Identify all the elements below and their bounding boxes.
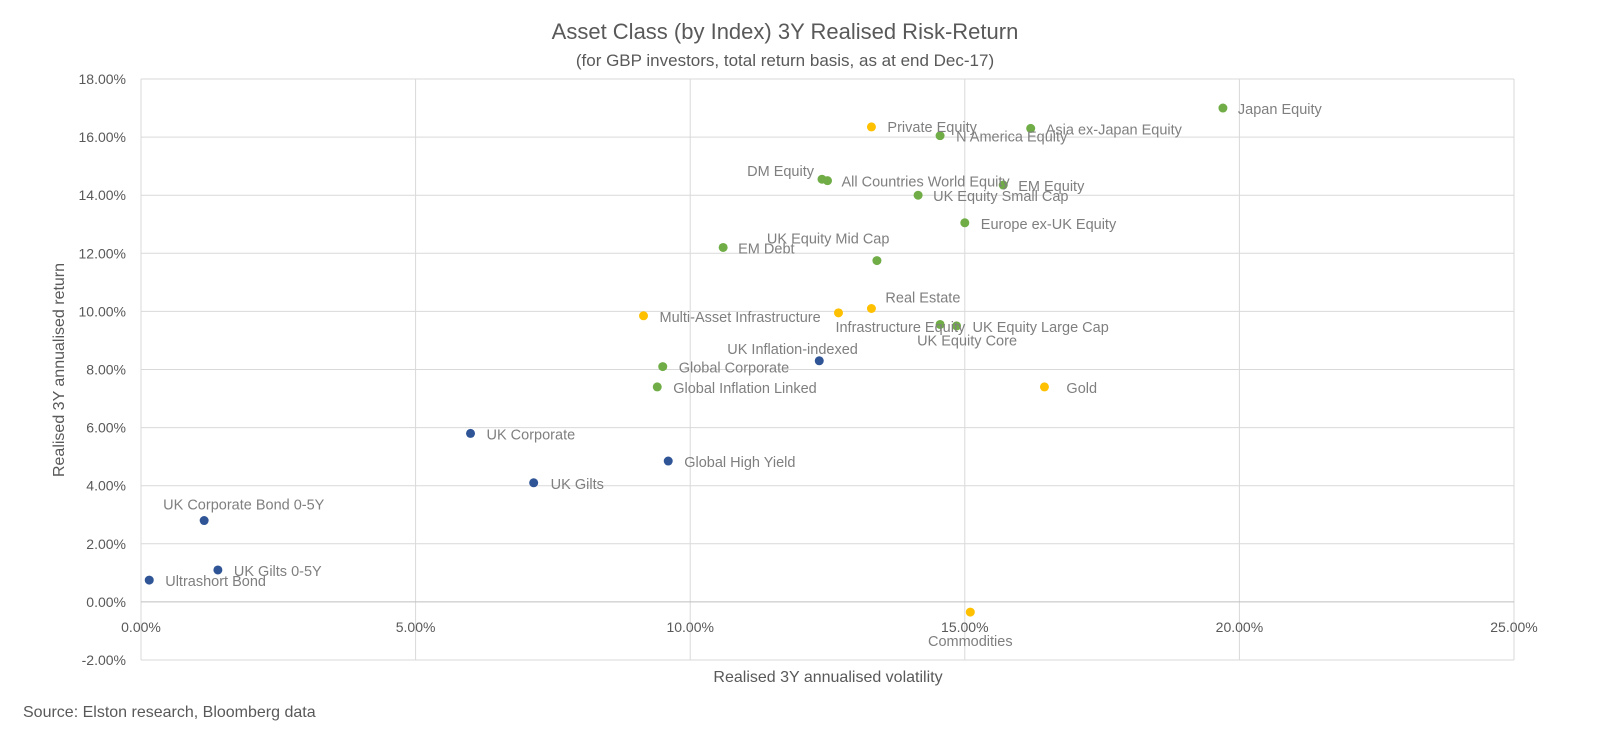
data-point [935, 131, 945, 141]
point-label: Real Estate [885, 290, 960, 306]
point-label: Global Corporate [679, 361, 789, 377]
point-label: UK Corporate Bond 0-5Y [163, 498, 325, 514]
tick-labels: 0.00% 5.00% 10.00% 15.00% 20.00% 25.00% -2.00%… [79, 71, 1538, 668]
y-tick-label: 0.00% [86, 594, 126, 610]
data-point [952, 321, 962, 331]
data-point [833, 308, 843, 318]
point-label: EM Equity [1018, 179, 1085, 195]
data-point [1039, 382, 1049, 392]
y-tick-label: 14.00% [79, 187, 126, 203]
data-point [144, 575, 154, 585]
x-tick-label: 20.00% [1216, 619, 1263, 635]
x-tick-label: 5.00% [396, 619, 436, 635]
y-tick-label: 6.00% [86, 420, 126, 436]
data-point [913, 190, 923, 200]
x-tick-label: 10.00% [666, 619, 713, 635]
data-point [998, 180, 1008, 190]
data-points [144, 103, 1228, 617]
point-label: Ultrashort Bond [165, 574, 266, 590]
data-point [718, 242, 728, 252]
point-label: UK Gilts [551, 477, 604, 493]
x-tick-label: 25.00% [1490, 619, 1537, 635]
y-tick-label: 12.00% [79, 245, 126, 261]
point-label: Gold [1066, 381, 1097, 397]
point-label: UK Equity Large Cap [973, 320, 1109, 336]
data-point [529, 478, 539, 488]
chart-subtitle: (for GBP investors, total return basis, … [576, 51, 994, 70]
data-point [213, 565, 223, 575]
point-label: UK Corporate [487, 427, 576, 443]
data-point [658, 362, 668, 372]
x-tick-label: 0.00% [121, 619, 161, 635]
point-label: UK Equity Small Cap [933, 189, 1068, 205]
x-axis-title: Realised 3Y annualised volatility [713, 669, 942, 686]
data-point [1026, 123, 1036, 133]
data-point [872, 256, 882, 266]
point-label: Global High Yield [684, 455, 795, 471]
point-label: Asia ex-Japan Equity [1046, 122, 1183, 138]
data-point [1218, 103, 1228, 113]
point-label: Global Inflation Linked [673, 381, 817, 397]
point-label: Infrastructure Equity [835, 320, 965, 336]
y-tick-label: -2.00% [82, 652, 126, 668]
data-point [960, 218, 970, 228]
point-label: UK Gilts 0-5Y [234, 564, 322, 580]
data-point [965, 607, 975, 617]
point-label: N America Equity [956, 130, 1068, 146]
x-tick-label: 15.00% [941, 619, 988, 635]
data-point [466, 428, 476, 438]
y-tick-label: 16.00% [79, 129, 126, 145]
point-label: DM Equity [747, 164, 815, 180]
point-label: Europe ex-UK Equity [981, 217, 1117, 233]
point-label: UK Equity Core [917, 333, 1017, 349]
y-tick-label: 18.00% [79, 71, 126, 87]
point-label: UK Inflation-indexed [727, 342, 858, 358]
y-tick-label: 10.00% [79, 303, 126, 319]
y-tick-label: 2.00% [86, 536, 126, 552]
source-note: Source: Elston research, Bloomberg data [23, 704, 316, 721]
data-point [639, 311, 649, 321]
data-point [663, 456, 673, 466]
point-label: Japan Equity [1238, 102, 1323, 118]
point-label: Multi-Asset Infrastructure [660, 310, 821, 326]
point-label: EM Debt [738, 241, 794, 257]
data-point [866, 303, 876, 313]
point-label: Commodities [928, 634, 1013, 650]
y-tick-label: 8.00% [86, 362, 126, 378]
point-label: Private Equity [887, 120, 977, 136]
point-label: UK Equity Mid Cap [767, 232, 890, 248]
data-point [823, 176, 832, 186]
point-label: All Countries World Equity [842, 175, 1011, 191]
chart-title: Asset Class (by Index) 3Y Realised Risk-… [552, 19, 1019, 44]
data-point [866, 122, 876, 132]
data-point [935, 319, 945, 329]
y-axis-title: Realised 3Y annualised return [51, 263, 68, 477]
data-point [652, 382, 662, 392]
data-point [199, 516, 209, 526]
gridlines [140, 78, 1515, 661]
data-point [814, 356, 824, 366]
y-tick-label: 4.00% [86, 478, 126, 494]
